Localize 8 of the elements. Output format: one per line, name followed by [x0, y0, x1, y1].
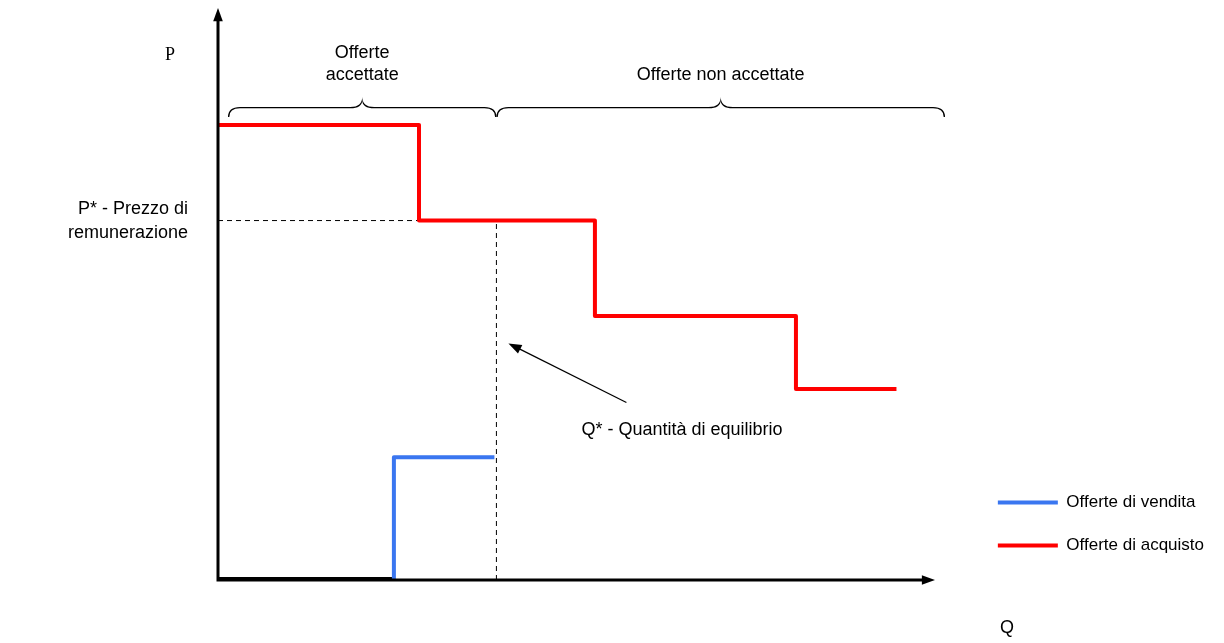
y-axis-title: P: [165, 43, 176, 64]
text: Offerte non accettate: [636, 63, 805, 84]
legend-label: Offerte di acquisto: [1066, 535, 1204, 555]
ref-line-label: P* - Prezzo di remunerazione: [67, 197, 188, 242]
legend-label: Offerte di vendita: [1066, 492, 1197, 512]
annotation: Q* - Quantità di equilibrio: [581, 418, 783, 439]
x-axis-title: Q: [1000, 616, 1015, 637]
text: Offerte accettate: [325, 41, 399, 84]
